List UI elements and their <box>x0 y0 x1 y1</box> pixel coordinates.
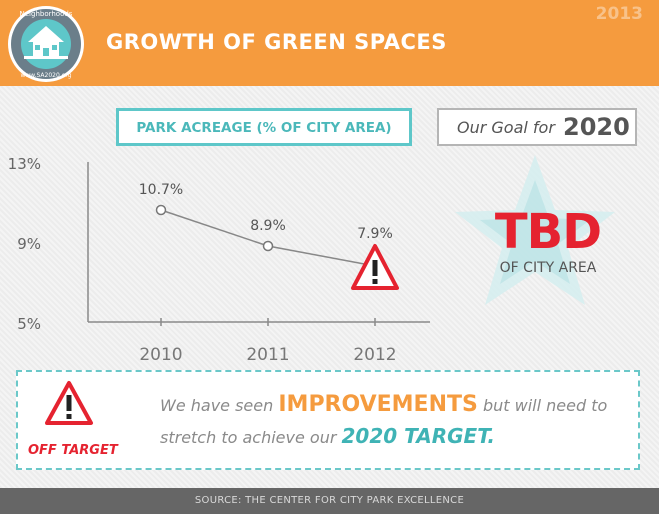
star-icon <box>455 155 615 305</box>
page-title: GROWTH OF GREEN SPACES <box>106 30 447 54</box>
data-label: 8.9% <box>250 218 286 234</box>
warning-triangle-icon <box>45 381 93 425</box>
data-label: 10.7% <box>139 182 183 198</box>
improvements-highlight: IMPROVEMENTS <box>278 392 478 417</box>
goal-sub-label: OF CITY AREA <box>499 260 597 276</box>
logo-top-text: Neighborhoods <box>20 10 73 18</box>
x-tick-label: 2011 <box>246 345 289 365</box>
data-point <box>155 204 167 216</box>
source-text: SOURCE: THE CENTER FOR CITY PARK EXCELLE… <box>194 495 465 506</box>
goal-box: Our Goal for 2020 <box>437 108 637 146</box>
warning-marker <box>351 244 399 290</box>
chart-title-box: PARK ACREAGE (% OF CITY AREA) <box>116 108 412 146</box>
neighborhoods-logo: Neighborhoods www.SA2020.org <box>8 6 84 82</box>
target-highlight: 2020 TARGET. <box>341 424 496 448</box>
message-line-2-start: stretch to achieve our <box>160 428 337 447</box>
line-chart: 5% 9% 13% 2010 2011 2012 10.7% 8.9% 7.9% <box>8 155 430 365</box>
off-target-label: OFF TARGET <box>28 443 118 458</box>
data-point <box>262 240 274 252</box>
message-line-1-start: We have seen <box>160 396 274 415</box>
chart-title: PARK ACREAGE (% OF CITY AREA) <box>136 120 392 136</box>
x-tick-label: 2010 <box>139 345 182 365</box>
message-banner <box>16 370 640 470</box>
y-tick-label: 9% <box>17 235 41 253</box>
goal-value: TBD <box>494 204 602 260</box>
message-line-2: stretch to achieve our 2020 TARGET. <box>160 424 495 448</box>
logo-bottom-text: www.SA2020.org <box>20 72 71 79</box>
y-tick-label: 13% <box>8 155 41 173</box>
data-label: 7.9% <box>357 226 393 242</box>
message-line-1: We have seen IMPROVEMENTS but will need … <box>160 392 607 417</box>
x-tick-label: 2012 <box>353 345 396 365</box>
header-bar: Neighborhoods www.SA2020.org GROWTH OF G… <box>0 0 659 86</box>
house-icon <box>24 26 68 59</box>
footer-bar: SOURCE: THE CENTER FOR CITY PARK EXCELLE… <box>0 488 659 514</box>
goal-text: Our Goal for <box>457 118 555 137</box>
y-tick-label: 5% <box>17 315 41 333</box>
goal-year: 2020 <box>563 113 630 141</box>
message-line-1-end: but will need to <box>482 396 608 415</box>
year-label: 2013 <box>595 4 643 24</box>
